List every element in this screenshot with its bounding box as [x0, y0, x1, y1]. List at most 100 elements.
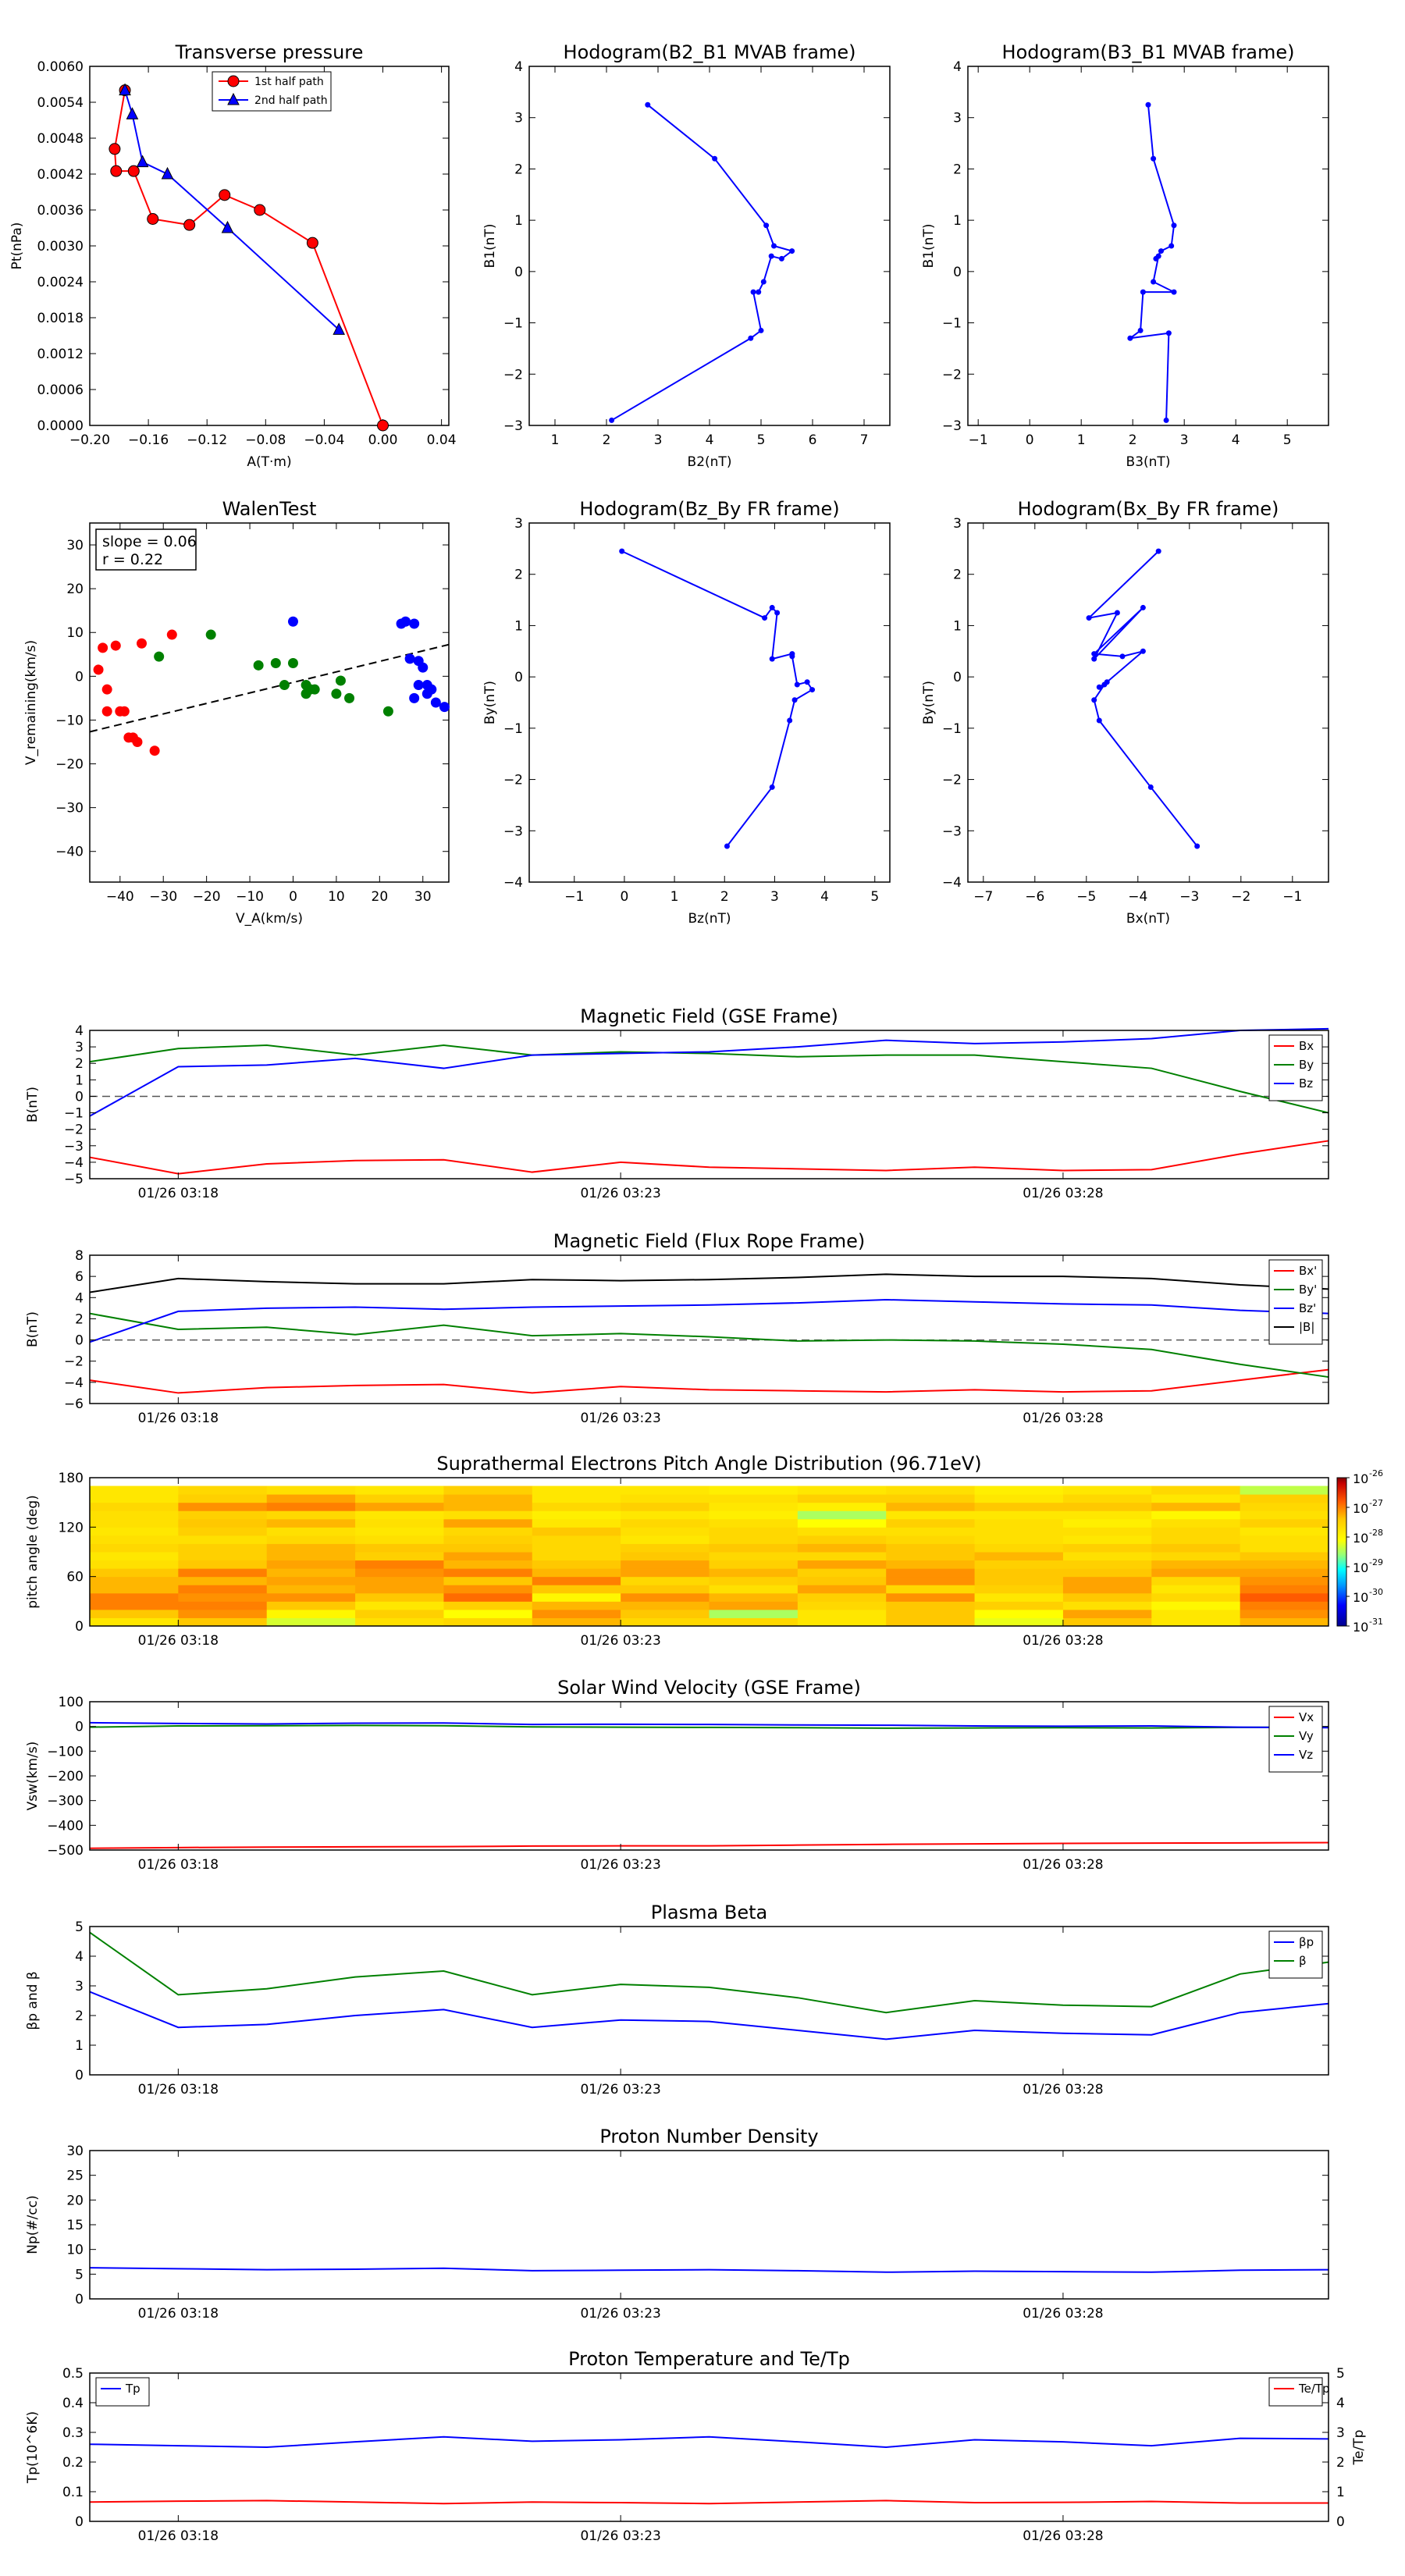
data-point	[809, 687, 816, 693]
legend-label: By'	[1299, 1283, 1317, 1297]
heatmap-cell	[797, 1494, 887, 1503]
data-point	[418, 662, 429, 673]
data-point	[1091, 651, 1097, 657]
legend-label: |B|	[1299, 1320, 1314, 1334]
heatmap-cell	[532, 1502, 621, 1511]
heatmap-cell	[266, 1518, 356, 1528]
y-tick-label: 6	[75, 1269, 84, 1285]
data-point	[769, 604, 775, 610]
x-tick-label: −4	[1128, 889, 1147, 905]
series-line	[1087, 550, 1198, 847]
heatmap-cell	[1151, 1510, 1241, 1520]
heatmap-cell	[266, 1585, 356, 1594]
heatmap-cell	[1151, 1560, 1241, 1569]
y-tick-label: 60	[66, 1570, 84, 1585]
legend-box	[1268, 2377, 1323, 2407]
y-tick-label: 0	[75, 669, 84, 685]
heatmap-cell	[1240, 1592, 1329, 1602]
heatmap-cell	[621, 1527, 710, 1536]
x-tick-label: 20	[372, 889, 389, 905]
series-line	[89, 1027, 1329, 1117]
heatmap-cell	[709, 1617, 799, 1627]
series-line	[89, 1298, 1329, 1343]
heatmap-cell	[1151, 1535, 1241, 1544]
data-point	[787, 717, 793, 724]
data-point	[1137, 327, 1144, 333]
x-tick-label: −30	[149, 889, 177, 905]
x-tick-label: 01/26 03:23	[580, 1411, 660, 1426]
data-point	[769, 784, 775, 790]
x-tick-label: 01/26 03:28	[1023, 1186, 1103, 1201]
y-tick-label: 0	[75, 1619, 84, 1635]
heatmap-cell	[709, 1609, 799, 1618]
legend: Vx Vy Vz	[1268, 1706, 1323, 1773]
heatmap-cell	[355, 1518, 444, 1528]
heatmap-cell	[178, 1527, 268, 1536]
heatmap-cell	[709, 1494, 799, 1503]
x-axis-label: V_A(km/s)	[236, 911, 303, 927]
heatmap-cell	[178, 1585, 268, 1594]
legend-box	[1268, 1930, 1323, 1979]
y-tick-label: 0	[953, 265, 962, 280]
y-tick-label: 1	[953, 213, 962, 229]
heatmap-cell	[1240, 1560, 1329, 1569]
plot-frame	[528, 522, 891, 883]
y-tick-label: 3	[953, 111, 962, 126]
annotation-box	[95, 528, 197, 571]
y-tick-label: 5	[75, 2267, 84, 2282]
y-tick-label: 0.0042	[37, 167, 84, 183]
y-tick-label: 2	[75, 1056, 84, 1072]
x-tick-label: 5	[757, 432, 766, 448]
heatmap-cell	[621, 1601, 710, 1610]
x-tick-label: 0	[1026, 432, 1034, 448]
plot-frame	[528, 66, 891, 426]
data-point	[794, 681, 800, 688]
y-tick-label: −3	[942, 824, 962, 839]
x-tick-label: −0.20	[69, 432, 110, 448]
heatmap-cell	[797, 1592, 887, 1602]
heatmap-cell	[266, 1527, 356, 1536]
x-tick-label: −6	[1025, 889, 1044, 905]
heatmap-cell	[532, 1552, 621, 1561]
data-point	[331, 688, 342, 699]
y-tick-label: 20	[66, 2193, 84, 2208]
heatmap-cell	[1062, 1568, 1152, 1578]
heatmap-cell	[886, 1485, 976, 1495]
x-tick-label: −20	[193, 889, 221, 905]
x-tick-label: −1	[969, 432, 988, 448]
y-tick-label: −2	[942, 773, 962, 788]
plot-frame	[967, 66, 1329, 426]
y-tick-label: 0	[75, 1333, 84, 1349]
y-tick-label: −6	[64, 1397, 84, 1412]
heatmap-cell	[709, 1527, 799, 1536]
heatmap-cell	[90, 1560, 179, 1569]
heatmap-cell	[709, 1535, 799, 1544]
heatmap-cell	[797, 1535, 887, 1544]
data-point	[619, 548, 625, 554]
data-point	[1151, 279, 1157, 285]
data-point	[804, 679, 810, 685]
heatmap-cell	[886, 1585, 976, 1594]
y-tick-label: 180	[59, 1471, 84, 1486]
fit-line	[89, 643, 450, 733]
heatmap-cell	[443, 1543, 533, 1553]
y-axis-label: βp and β	[25, 1971, 41, 2030]
y-tick-label: 4	[953, 59, 962, 75]
y-tick-label: −100	[47, 1744, 84, 1759]
heatmap-cell	[178, 1617, 268, 1627]
heatmap-cell	[355, 1609, 444, 1618]
x-tick-label: 01/26 03:28	[1023, 2082, 1103, 2097]
chart-h2: Hodogram(B3_B1 MVAB frame) −1 0 1 2 3 4 5 −3 −2 −1…	[921, 41, 1329, 470]
heatmap-cell	[974, 1576, 1064, 1585]
x-tick-label: 01/26 03:28	[1023, 2528, 1103, 2544]
heatmap-cell	[1062, 1494, 1152, 1503]
heatmap-cell	[621, 1518, 710, 1528]
chart-walen: WalenTest −40 −30 −20 −10 0 10 20 30 −40 −30 −20 −10…	[23, 498, 450, 927]
y-tick-label: 0.0012	[37, 347, 84, 362]
y-tick-label: −3	[64, 1139, 84, 1155]
y-tick-label: 10	[66, 2243, 84, 2258]
heatmap-cell	[1062, 1585, 1152, 1594]
y-tick-label: 5	[75, 1920, 84, 1935]
heatmap-cell	[355, 1543, 444, 1553]
y-tick-label: −3	[942, 418, 962, 434]
